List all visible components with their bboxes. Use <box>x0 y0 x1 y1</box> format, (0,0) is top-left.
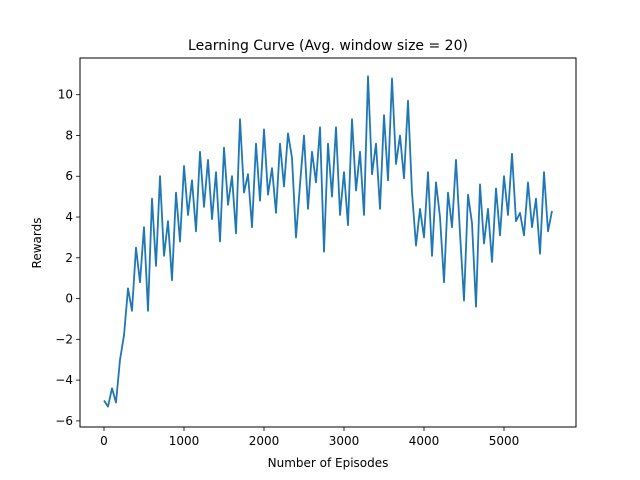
x-axis-title: Number of Episodes <box>268 456 389 470</box>
y-axis-title: Rewards <box>30 218 44 269</box>
x-axis: 0 1000 2000 3000 4000 5000 <box>100 427 519 448</box>
y-tick-label: 8 <box>65 128 73 142</box>
y-axis: −6 −4 −2 0 2 4 6 8 10 <box>55 88 80 428</box>
x-tick-label: 3000 <box>329 434 360 448</box>
y-tick-label: −2 <box>55 332 73 346</box>
x-tick-label: 5000 <box>489 434 520 448</box>
y-tick-label: 4 <box>65 210 73 224</box>
y-tick-label: 10 <box>58 88 73 102</box>
x-tick-label: 2000 <box>249 434 280 448</box>
x-tick-label: 1000 <box>169 434 200 448</box>
x-tick-label: 4000 <box>409 434 440 448</box>
y-tick-label: 0 <box>65 292 73 306</box>
series-layer <box>103 75 553 408</box>
y-tick-label: 2 <box>65 251 73 265</box>
series-line-1 <box>103 75 553 408</box>
plot-frame <box>79 57 577 428</box>
y-tick-label: −6 <box>55 414 73 428</box>
y-tick-label: 6 <box>65 169 73 183</box>
x-tick-label: 0 <box>100 434 108 448</box>
chart-title: Learning Curve (Avg. window size = 20) <box>188 38 468 54</box>
y-tick-label: −4 <box>55 373 73 387</box>
